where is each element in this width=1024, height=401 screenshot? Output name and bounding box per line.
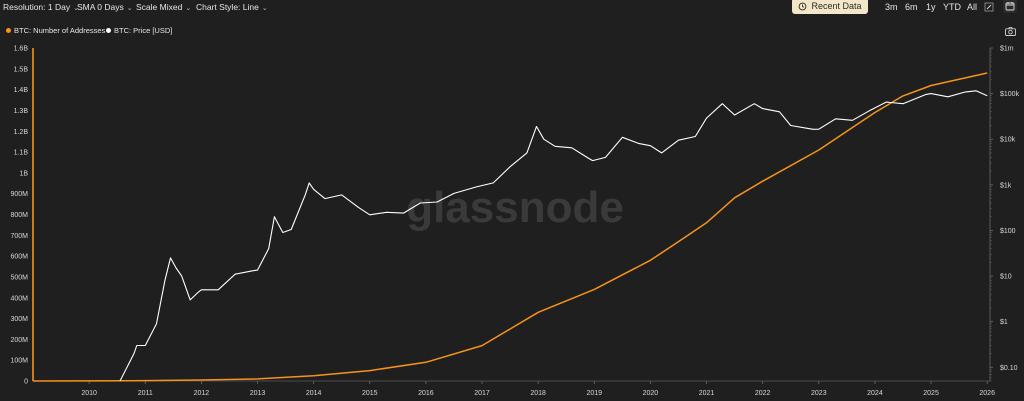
legend-item-addresses[interactable]: BTC: Number of Addresses (6, 26, 105, 35)
recent-data-button[interactable]: Recent Data (792, 0, 868, 14)
toolbar: Resolution: 1 Day ⌄ SMA 0 Days ⌄ Scale Mix… (0, 0, 1024, 18)
series-layer (32, 72, 988, 382)
legend-label: BTC: Number of Addresses (14, 26, 106, 35)
x-tick-label: 2019 (587, 390, 603, 397)
scale-dropdown[interactable]: Scale Mixed ⌄ (136, 2, 191, 12)
y2-tick-label: $1m (1000, 46, 1014, 53)
y-tick-label: 900M (10, 191, 28, 198)
right-axis: $0.10 $1 $10 $100 $1k $10k $100k $1m (990, 46, 1020, 382)
legend-swatch (106, 28, 111, 33)
edit-icon[interactable] (982, 0, 996, 14)
x-tick-label: 2016 (418, 390, 434, 397)
y2-tick-label: $100k (1000, 91, 1020, 98)
y-tick-label: 200M (10, 337, 28, 344)
legend-swatch (6, 28, 11, 33)
y-tick-label: 0 (24, 379, 28, 386)
y-tick-label: 800M (10, 212, 28, 219)
x-tick-label: 2015 (362, 390, 378, 397)
resolution-dropdown[interactable]: Resolution: 1 Day ⌄ (3, 2, 79, 12)
history-icon (799, 2, 807, 10)
chevron-down-icon: ⌄ (73, 5, 79, 12)
x-tick-label: 2020 (643, 390, 659, 397)
range-all[interactable]: All (967, 2, 978, 12)
scale-label: Scale Mixed (136, 2, 183, 12)
legend-label: BTC: Price [USD] (114, 26, 173, 35)
x-axis: 2010 2011 2012 2013 2014 2015 2016 2017 2018 2019… (81, 381, 995, 397)
y-tick-label: 400M (10, 295, 28, 302)
x-tick-label: 2012 (194, 390, 210, 397)
range-3m[interactable]: 3m (885, 2, 898, 12)
chart-style-label: Chart Style: Line (196, 2, 259, 12)
y-tick-label: 1.4B (14, 87, 29, 94)
y2-tick-label: $10k (1000, 137, 1016, 144)
legend-item-price[interactable]: BTC: Price [USD] (106, 26, 172, 35)
y-tick-label: 1.6B (14, 46, 29, 53)
chevron-down-icon: ⌄ (126, 5, 133, 12)
y-tick-label: 100M (10, 358, 28, 365)
y-tick-label: 600M (10, 254, 28, 261)
x-tick-label: 2023 (811, 390, 827, 397)
chart-style-dropdown[interactable]: Chart Style: Line ⌄ (196, 2, 268, 12)
x-tick-label: 2026 (979, 390, 995, 397)
resolution-label: Resolution: 1 Day (3, 2, 71, 12)
sma-dropdown[interactable]: SMA 0 Days ⌄ (77, 2, 133, 12)
x-tick-label: 2010 (81, 390, 97, 397)
y-tick-label: 1B (19, 170, 28, 177)
x-tick-label: 2021 (699, 390, 715, 397)
x-tick-label: 2024 (867, 390, 883, 397)
y2-tick-label: $0.10 (1000, 365, 1018, 372)
left-axis: 0 100M 200M 300M 400M 500M 600M 700M 800M 900M 1B 1… (10, 46, 28, 386)
chevron-down-icon: ⌄ (185, 5, 192, 12)
y2-tick-label: $1 (1000, 319, 1008, 326)
x-tick-label: 2011 (138, 390, 153, 397)
series-line-price (119, 90, 988, 382)
x-tick-label: 2018 (530, 390, 546, 397)
y-tick-label: 1.1B (14, 150, 29, 157)
y-tick-label: 700M (10, 233, 28, 240)
watermark: glassnode (406, 183, 624, 232)
calendar-icon[interactable] (1003, 0, 1017, 13)
y-tick-label: 1.5B (14, 66, 29, 73)
series-line-addresses (32, 72, 988, 382)
y-tick-label: 500M (10, 274, 28, 281)
y-tick-label: 300M (10, 316, 28, 323)
y-tick-label: 1.2B (14, 129, 29, 136)
x-tick-label: 2025 (923, 390, 939, 397)
y-tick-label: 1.3B (14, 108, 29, 115)
x-tick-label: 2022 (755, 390, 771, 397)
chevron-down-icon: ⌄ (261, 5, 268, 12)
range-1y[interactable]: 1y (926, 2, 936, 12)
y2-tick-label: $10 (1000, 274, 1012, 281)
x-tick-label: 2017 (474, 390, 490, 397)
recent-data-label: Recent Data (811, 1, 862, 11)
camera-icon[interactable] (1003, 24, 1017, 38)
range-6m[interactable]: 6m (905, 2, 918, 12)
x-tick-label: 2013 (250, 390, 266, 397)
y2-tick-label: $100 (1000, 228, 1016, 235)
y2-tick-label: $1k (1000, 182, 1012, 189)
range-ytd[interactable]: YTD (943, 2, 961, 12)
sma-label: SMA 0 Days (77, 2, 124, 12)
x-tick-label: 2014 (306, 390, 322, 397)
